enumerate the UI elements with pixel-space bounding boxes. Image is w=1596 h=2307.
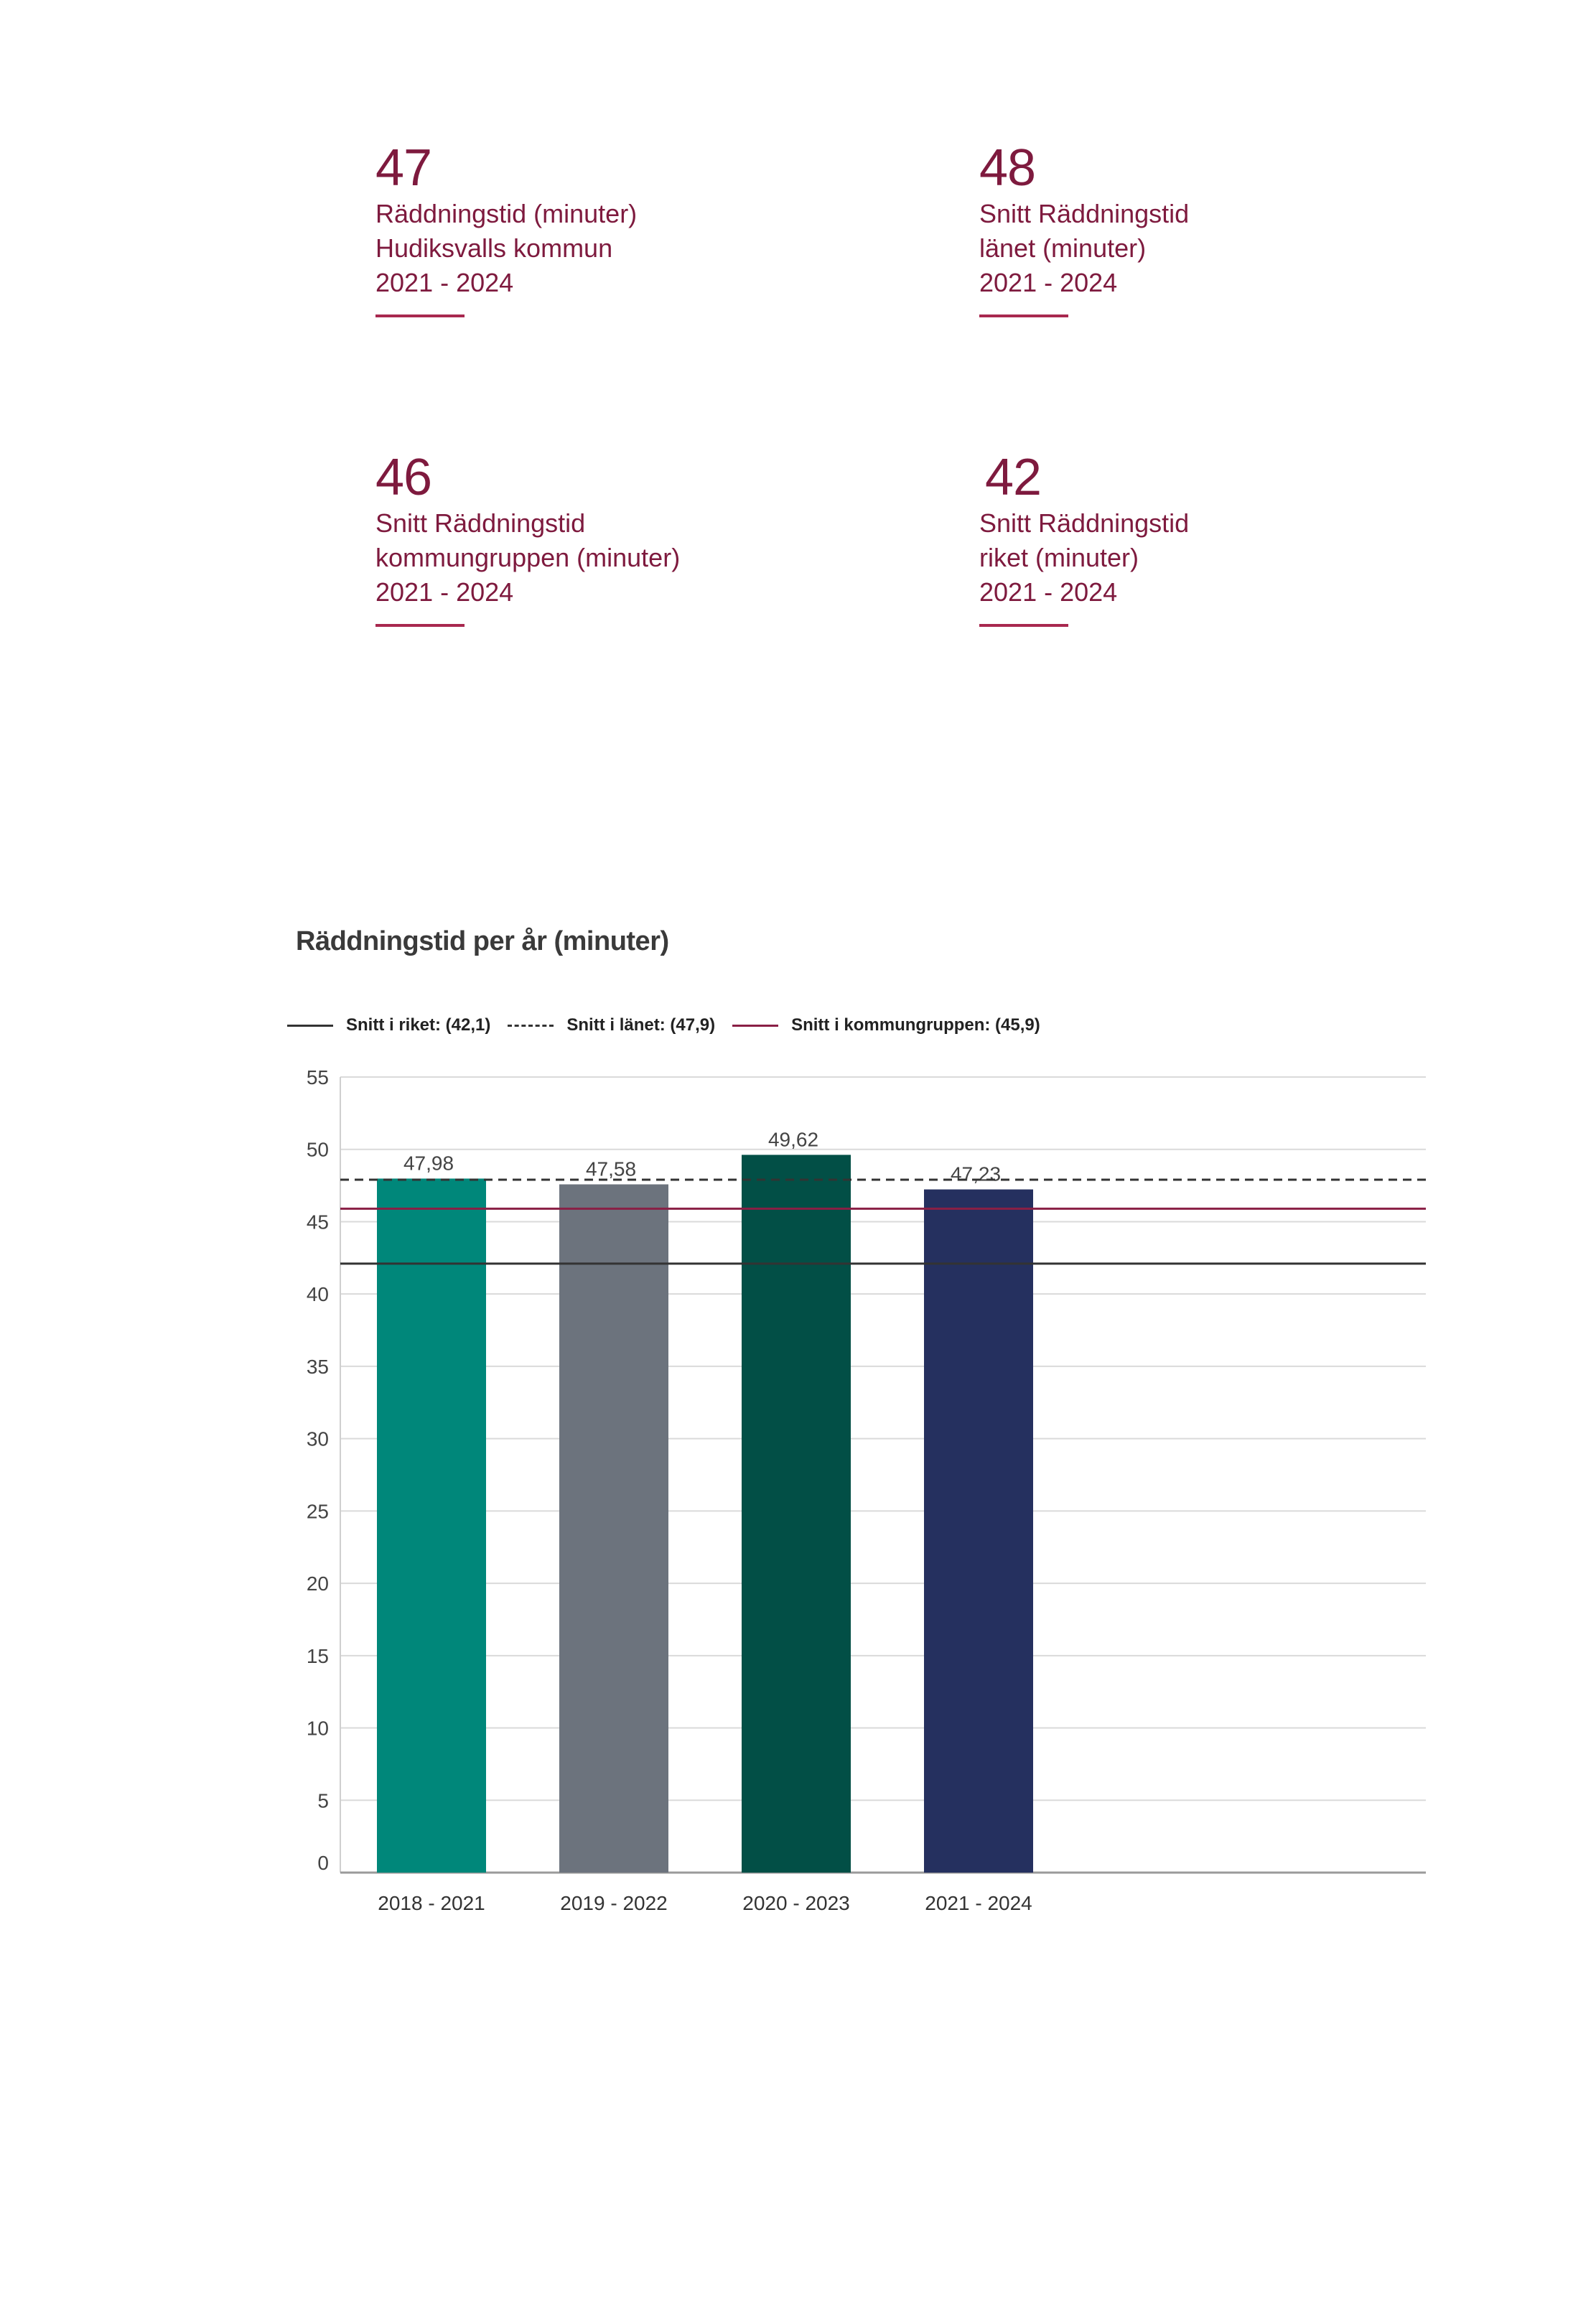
y-tick-label: 55 [307, 1066, 329, 1089]
kpi-period: 2021 - 2024 [979, 268, 1118, 297]
y-tick-label: 35 [307, 1356, 329, 1378]
legend-swatch-red-line [732, 1024, 779, 1027]
kpi-label-line: Hudiksvalls kommun [375, 233, 613, 263]
kpi-value: 47 [375, 139, 432, 197]
legend-item-lanet: Snitt i länet: (47,9) [508, 1015, 715, 1035]
bar [924, 1189, 1033, 1873]
kpi-label-line: Snitt Räddningstid [979, 508, 1190, 538]
kpi-rescue-time-country: 42 Snitt Räddningstid riket (minuter) 20… [979, 449, 1189, 627]
kpi-label-line: Räddningstid (minuter) [375, 199, 638, 228]
kpi-period: 2021 - 2024 [375, 268, 514, 297]
legend-item-riket: Snitt i riket: (42,1) [287, 1015, 490, 1035]
x-tick-label: 2018 - 2021 [378, 1892, 485, 1914]
kpi-label-line: riket (minuter) [979, 543, 1139, 572]
kpi-period: 2021 - 2024 [375, 577, 514, 607]
legend-item-kommungruppen: Snitt i kommungruppen: (45,9) [732, 1015, 1040, 1035]
kpi-label-line: Snitt Räddningstid [979, 199, 1190, 228]
legend-label: Snitt i kommungruppen: (45,9) [791, 1015, 1040, 1035]
x-tick-label: 2021 - 2024 [925, 1892, 1032, 1914]
y-tick-label: 0 [317, 1852, 329, 1874]
bar-value-label: 49,62 [768, 1128, 818, 1150]
kpi-underline [979, 624, 1068, 627]
kpi-label-line: kommungruppen (minuter) [375, 543, 681, 572]
x-tick-label: 2020 - 2023 [742, 1892, 849, 1914]
bar [377, 1178, 486, 1873]
y-tick-label: 25 [307, 1500, 329, 1522]
kpi-period: 2021 - 2024 [979, 577, 1118, 607]
kpi-underline [375, 624, 465, 627]
y-tick-label: 15 [307, 1645, 329, 1667]
kpi-underline [375, 314, 465, 317]
kpi-rescue-time-county: 48 Snitt Räddningstid länet (minuter) 20… [979, 139, 1189, 317]
y-tick-label: 10 [307, 1718, 329, 1740]
y-tick-label: 40 [307, 1283, 329, 1305]
bar-value-label: 47,98 [403, 1152, 454, 1174]
y-tick-label: 20 [307, 1572, 329, 1595]
y-tick-label: 5 [317, 1789, 329, 1812]
legend-swatch-dashed-line [508, 1024, 554, 1027]
x-tick-label: 2019 - 2022 [560, 1892, 667, 1914]
kpi-label-line: länet (minuter) [979, 233, 1147, 263]
legend-swatch-solid-line [287, 1024, 333, 1027]
bar [559, 1184, 668, 1873]
chart-legend: Snitt i riket: (42,1) Snitt i länet: (47… [287, 1011, 1058, 1040]
legend-label: Snitt i länet: (47,9) [566, 1015, 716, 1035]
legend-label: Snitt i riket: (42,1) [346, 1015, 491, 1035]
kpi-rescue-time-municipality: 47 Räddningstid (minuter) Hudiksvalls ko… [375, 139, 637, 317]
kpi-underline [979, 314, 1068, 317]
y-tick-label: 50 [307, 1139, 329, 1161]
bar [742, 1155, 851, 1873]
chart-title: Räddningstid per år (minuter) [296, 926, 669, 956]
bar-value-label: 47,23 [951, 1163, 1001, 1185]
kpi-value: 42 [985, 449, 1042, 506]
kpi-label-line: Snitt Räddningstid [375, 508, 586, 538]
y-tick-label: 45 [307, 1211, 329, 1233]
y-tick-label: 30 [307, 1428, 329, 1450]
kpi-rescue-time-municipality-group: 46 Snitt Räddningstid kommungruppen (min… [375, 449, 680, 627]
kpi-value: 48 [979, 139, 1036, 197]
bar-value-label: 47,58 [586, 1157, 636, 1180]
kpi-value: 46 [375, 449, 432, 506]
